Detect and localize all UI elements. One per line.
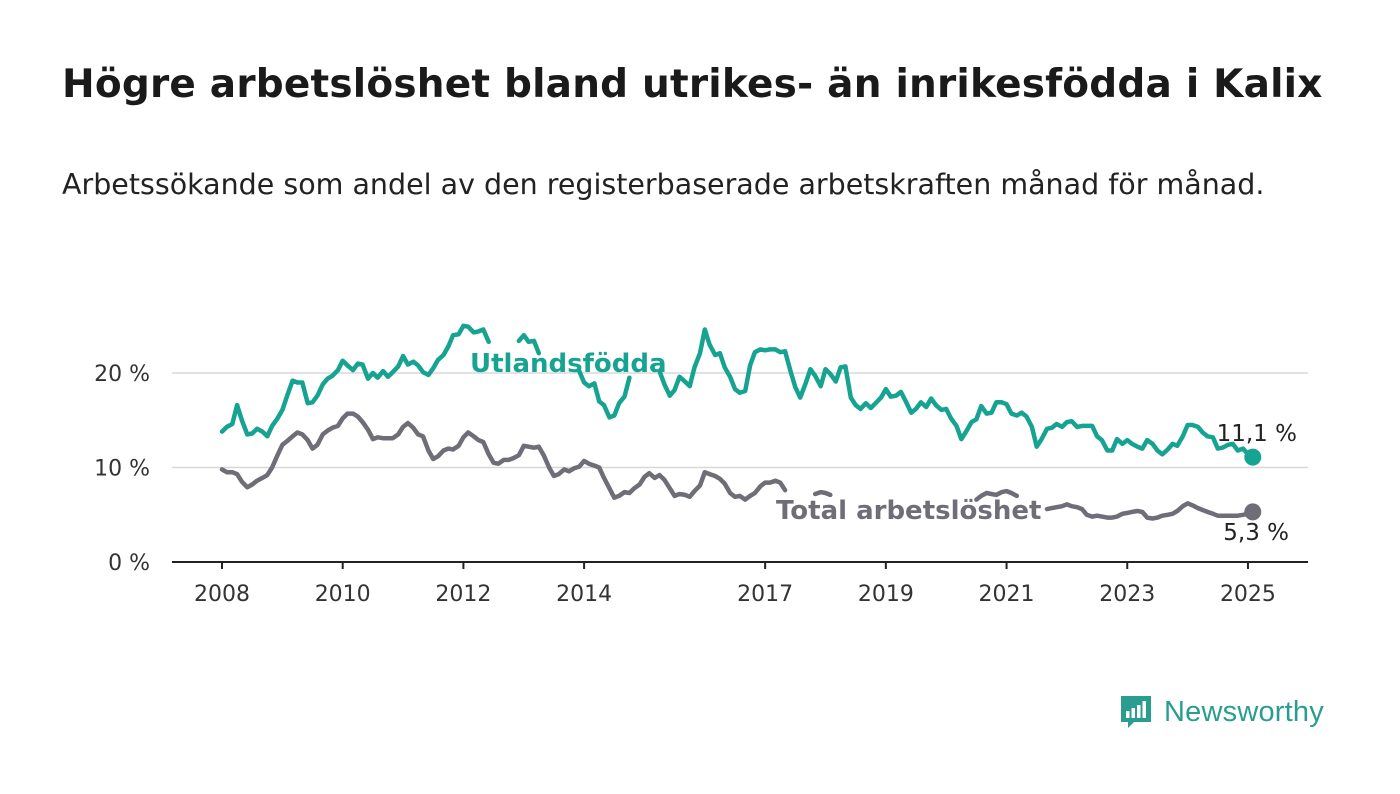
series-line-utlandsfodda bbox=[219, 323, 1256, 460]
series-line-total bbox=[219, 411, 1256, 521]
axes: 0 % 10 % 20 % 2008 2010 2012 2014 2017 2019 2021 2… bbox=[94, 362, 1308, 607]
end-point-total bbox=[1244, 503, 1262, 521]
chart-title: Högre arbetslöshet bland utrikes- än inr… bbox=[62, 62, 1323, 107]
end-point-utlandsfodda bbox=[1244, 448, 1262, 466]
chart-subtitle: Arbetssökande som andel av den registerb… bbox=[62, 168, 1265, 201]
x-tick-label: 2014 bbox=[556, 582, 612, 607]
end-value-utlandsfodda: 11,1 % bbox=[1217, 421, 1297, 447]
x-tick-label: 2019 bbox=[858, 582, 914, 607]
end-value-total: 5,3 % bbox=[1223, 520, 1289, 546]
x-tick-label: 2008 bbox=[194, 582, 250, 607]
brand-name: Newsworthy bbox=[1164, 695, 1324, 728]
bar-chart-speech-bubble-icon bbox=[1121, 696, 1151, 728]
series-label-utlandsfodda: Utlandsfödda bbox=[470, 349, 667, 379]
y-tick-label: 20 % bbox=[94, 362, 150, 387]
labels: Utlandsfödda Total arbetslöshet 11,1 % 5,3 … bbox=[470, 349, 1297, 546]
x-tick-label: 2023 bbox=[1099, 582, 1155, 607]
y-tick-label: 10 % bbox=[94, 457, 150, 482]
x-tick-label: 2025 bbox=[1220, 582, 1276, 607]
gridlines bbox=[172, 372, 1308, 469]
x-tick-label: 2021 bbox=[979, 582, 1035, 607]
x-tick-label: 2012 bbox=[435, 582, 491, 607]
x-tick-label: 2017 bbox=[737, 582, 793, 607]
y-tick-label: 0 % bbox=[108, 551, 150, 576]
series-lines bbox=[219, 323, 1262, 521]
brand-logo: Newsworthy bbox=[1118, 690, 1324, 734]
series-label-total: Total arbetslöshet bbox=[776, 496, 1041, 526]
x-tick-label: 2010 bbox=[315, 582, 371, 607]
